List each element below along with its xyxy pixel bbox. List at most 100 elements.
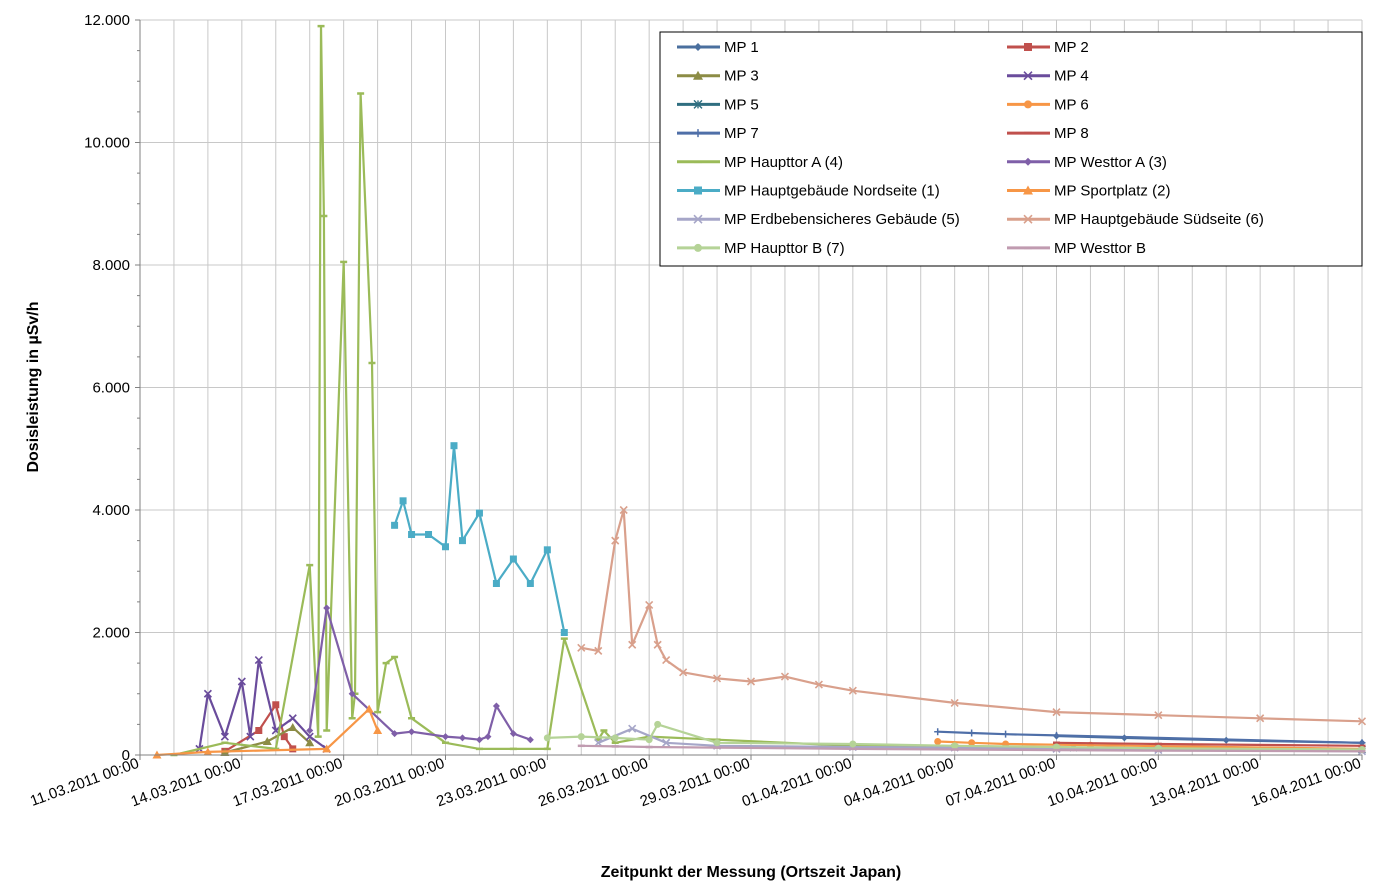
legend-marker	[1023, 185, 1033, 195]
data-point	[526, 580, 534, 587]
x-tick-label: 17.03.2011 00:00	[231, 755, 346, 811]
legend-label: MP Sportplatz (2)	[1054, 183, 1170, 200]
x-tick-label: 20.03.2011 00:00	[332, 755, 447, 811]
y-tick-label: 4.000	[92, 502, 130, 519]
data-point	[373, 726, 383, 734]
data-point	[543, 546, 551, 554]
data-point	[280, 733, 288, 741]
y-tick-label: 6.000	[92, 380, 130, 397]
x-tick-label: 11.03.2011 00:00	[28, 755, 141, 810]
series-line	[937, 730, 1363, 744]
data-point	[619, 505, 628, 515]
legend-marker	[693, 99, 703, 109]
data-point	[713, 739, 721, 747]
legend-label: MP 6	[1054, 96, 1089, 113]
legend-item: MP 2	[1007, 39, 1089, 56]
data-point	[628, 640, 637, 649]
y-tick-label: 2.000	[92, 625, 130, 642]
data-point	[653, 640, 662, 649]
x-axis-title: Zeitpunkt der Messung (Ortszeit Japan)	[601, 864, 901, 881]
data-point	[323, 604, 331, 612]
data-point	[679, 668, 688, 677]
data-point	[399, 497, 407, 505]
data-point	[458, 537, 466, 545]
y-tick-label: 12.000	[84, 12, 130, 29]
data-point	[288, 722, 298, 731]
legend-box	[659, 31, 1363, 267]
series-mp-8	[1053, 741, 1366, 748]
data-point	[237, 677, 246, 686]
data-point	[662, 655, 671, 665]
legend-marker	[1024, 43, 1032, 51]
series-line	[224, 726, 311, 754]
x-tick-label: 13.04.2011 00:00	[1147, 755, 1262, 811]
data-point	[950, 698, 959, 708]
legend-marker	[693, 214, 703, 224]
data-point	[246, 732, 255, 741]
data-point	[934, 738, 942, 746]
data-point	[306, 727, 314, 734]
legend-marker	[694, 43, 702, 51]
legend: MP 1 MP 2 MP 3 MP 4 MP 5 MP 6 MP 7 MP 8 MP Haupt…	[659, 31, 1363, 267]
data-point	[450, 442, 458, 450]
data-point	[348, 690, 356, 698]
data-point	[305, 732, 314, 741]
series-mp-westtor-a-3	[306, 604, 534, 744]
data-point	[968, 729, 976, 737]
legend-label: MP Haupttor B (7)	[724, 240, 845, 257]
legend-label: MP 1	[724, 39, 759, 56]
legend-label: MP Westtor A (3)	[1054, 154, 1167, 171]
data-point	[408, 728, 416, 736]
data-point	[814, 680, 823, 689]
data-point	[408, 531, 416, 538]
data-point	[322, 744, 332, 753]
legend-marker	[1023, 214, 1033, 224]
data-point	[746, 677, 756, 686]
data-point	[203, 747, 213, 756]
data-point	[391, 521, 399, 529]
data-point	[594, 646, 603, 655]
x-tick-label: 01.04.2011 00:00	[740, 755, 855, 811]
legend-marker	[1023, 71, 1033, 81]
data-point	[611, 536, 620, 545]
data-point	[543, 734, 551, 742]
data-point	[254, 655, 263, 665]
x-tick-label: 29.03.2011 00:00	[638, 755, 753, 811]
legend-marker	[694, 186, 702, 195]
data-point	[492, 580, 500, 587]
data-point	[484, 733, 492, 741]
legend-label: MP 3	[724, 68, 759, 85]
series-line	[198, 659, 328, 750]
data-point	[662, 738, 671, 747]
legend-label: MP Westtor B	[1054, 240, 1146, 257]
data-point	[305, 738, 315, 747]
data-point	[951, 742, 959, 750]
data-point	[560, 629, 568, 636]
legend-item: MP 1	[677, 39, 759, 56]
legend-marker	[694, 243, 702, 252]
data-point	[509, 555, 517, 563]
legend-label: MP Erdbebensicheres Gebäude (5)	[724, 211, 960, 228]
legend-label: MP Hauptgebäude Südseite (6)	[1054, 211, 1264, 228]
legend-item: MP Haupttor B (7)	[677, 240, 845, 257]
data-point	[1154, 711, 1163, 720]
legend-label: MP 8	[1054, 125, 1089, 142]
series-mp-westtor-b	[577, 744, 1366, 753]
legend-item: MP Westtor A (3)	[1007, 154, 1167, 171]
legend-label: MP 5	[724, 96, 759, 113]
data-point	[391, 730, 399, 738]
data-point	[1357, 717, 1367, 726]
x-tick-label: 10.04.2011 00:00	[1045, 755, 1160, 811]
y-tick-label: 10.000	[84, 135, 130, 152]
data-point	[220, 732, 229, 741]
legend-label: MP 7	[724, 125, 759, 142]
x-tick-label: 26.03.2011 00:00	[536, 755, 651, 811]
data-point	[645, 736, 653, 744]
data-point	[492, 702, 500, 710]
data-point	[848, 686, 857, 695]
y-tick-label: 8.000	[92, 257, 130, 274]
legend-item: MP Hauptgebäude Nordseite (1)	[677, 183, 940, 200]
data-point	[780, 672, 790, 681]
legend-item: MP Hauptgebäude Südseite (6)	[1007, 211, 1264, 228]
data-point	[934, 728, 942, 736]
